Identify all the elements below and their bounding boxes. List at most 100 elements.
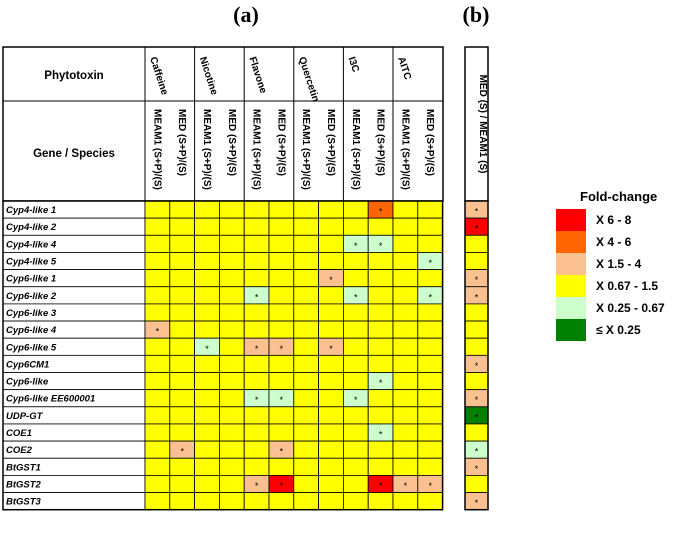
heatmap-cell <box>367 252 394 270</box>
gene-species-label: Gene / Species <box>33 148 115 160</box>
heatmap-cell <box>144 406 171 425</box>
gene-label: Cyp6-like 2 <box>6 291 57 302</box>
heatmap-cell <box>392 286 419 305</box>
heatmap-cell <box>417 303 443 322</box>
heatmap-cell <box>318 372 344 391</box>
heatmap-cell <box>293 474 319 493</box>
heatmap-cell <box>318 252 344 270</box>
legend-swatch <box>556 275 586 297</box>
heatmap-cell <box>417 440 443 459</box>
heatmap-cell <box>417 354 443 373</box>
heatmap-cell <box>268 234 295 253</box>
significance-marker: * <box>428 481 432 491</box>
phytotoxin-header: I3C <box>346 56 361 74</box>
heatmap-cell <box>243 354 270 373</box>
heatmap-cell <box>417 492 443 511</box>
heatmap-cell <box>169 337 196 356</box>
heatmap-cell <box>169 286 196 305</box>
heatmap-cell <box>194 234 220 253</box>
heatmap-cell <box>194 320 220 339</box>
column-label: MEAM1 (S+P)/(S) <box>350 109 361 190</box>
heatmap-cell <box>268 492 295 511</box>
heatmap-cell <box>268 200 295 219</box>
heatmap-cell <box>169 269 196 288</box>
gene-label: Cyp6-like <box>6 377 49 388</box>
gene-label: Cyp4-like 5 <box>6 257 57 268</box>
heatmap-cell <box>392 492 419 511</box>
heatmap-cell <box>218 406 245 425</box>
significance-marker: * <box>329 344 333 354</box>
heatmap-cell <box>417 372 443 391</box>
gene-label: Cyp6-like 4 <box>6 325 57 336</box>
heatmap-cell-b <box>464 474 489 493</box>
heatmap-cell <box>318 200 344 219</box>
heatmap-cell <box>318 474 344 493</box>
heatmap-cell <box>169 389 196 408</box>
heatmap-cell <box>392 303 419 322</box>
column-label: MEAM1 (S+P)/(S) <box>300 109 311 190</box>
heatmap-cell <box>293 406 319 425</box>
significance-marker: * <box>379 481 383 491</box>
heatmap-cell <box>392 389 419 408</box>
heatmap-cell <box>293 372 319 391</box>
gene-label: BtGST3 <box>6 497 42 508</box>
heatmap-cell <box>293 303 319 322</box>
heatmap-cell-b <box>464 337 489 356</box>
heatmap-cell <box>293 200 319 219</box>
heatmap-cell <box>367 269 394 288</box>
heatmap-cell <box>293 423 319 442</box>
heatmap-cell <box>218 303 245 322</box>
significance-marker: * <box>329 275 333 285</box>
significance-marker-b: * <box>475 412 479 422</box>
heatmap-cell <box>293 337 319 356</box>
heatmap-cell <box>392 217 419 236</box>
panel-a-label: (a) <box>233 2 259 27</box>
significance-marker: * <box>354 395 358 405</box>
heatmap-cell <box>169 457 196 476</box>
heatmap-cell <box>218 234 245 253</box>
heatmap-cell <box>144 252 171 270</box>
heatmap-cell <box>293 286 319 305</box>
legend-swatch <box>556 297 586 319</box>
column-label: MED (S+P)/(S) <box>176 109 187 176</box>
significance-marker-b: * <box>475 498 479 508</box>
heatmap-cell <box>367 337 394 356</box>
heatmap-cell <box>293 389 319 408</box>
significance-marker-b: * <box>475 464 479 474</box>
legend-swatch <box>556 209 586 231</box>
heatmap-cell <box>367 286 394 305</box>
gene-label: Cyp4-like 1 <box>6 205 56 216</box>
heatmap-cell <box>392 234 419 253</box>
column-label: MEAM1 (S+P)/(S) <box>251 109 262 190</box>
heatmap-cell <box>367 389 394 408</box>
heatmap-cell <box>243 457 270 476</box>
heatmap-cell <box>318 440 344 459</box>
heatmap-cell <box>293 440 319 459</box>
heatmap-cell <box>417 423 443 442</box>
significance-marker: * <box>280 447 284 457</box>
panel-b-column-label: MED (S) / MEAM1 (S) <box>477 75 488 174</box>
heatmap-cell <box>367 354 394 373</box>
heatmap-cell <box>218 474 245 493</box>
heatmap-cell <box>342 372 369 391</box>
significance-marker: * <box>280 395 284 405</box>
heatmap-cell <box>243 303 270 322</box>
heatmap-cell <box>144 389 171 408</box>
heatmap-cell <box>318 354 344 373</box>
heatmap-cell <box>218 200 245 219</box>
heatmap-cell <box>367 440 394 459</box>
heatmap-cell <box>218 269 245 288</box>
heatmap-cell <box>342 423 369 442</box>
phytotoxin-label: Phytotoxin <box>44 70 103 82</box>
heatmap-cell <box>293 234 319 253</box>
heatmap-cell <box>392 252 419 270</box>
significance-marker: * <box>255 481 259 491</box>
column-label: MEAM1 (S+P)/(S) <box>151 109 162 190</box>
heatmap-cell <box>218 337 245 356</box>
heatmap-cell <box>169 372 196 391</box>
significance-marker-b: * <box>475 361 479 371</box>
heatmap-cell <box>293 492 319 511</box>
heatmap-cell <box>318 389 344 408</box>
heatmap-cell <box>342 217 369 236</box>
